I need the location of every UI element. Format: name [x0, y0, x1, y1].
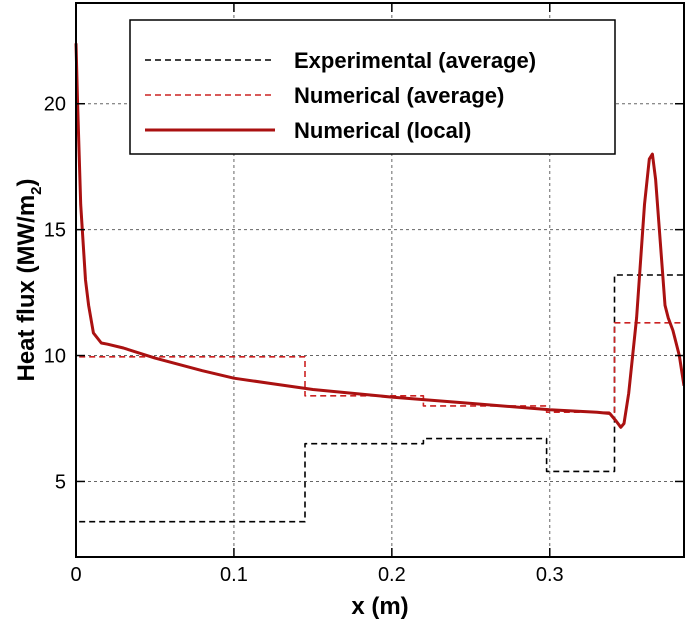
y-axis-title-main: Heat flux (MW/m: [13, 195, 40, 382]
y-tick-label: 5: [55, 471, 66, 493]
y-axis-title-subscript: 2: [28, 186, 45, 194]
legend-label: Experimental (average): [294, 48, 536, 73]
legend-box: [129, 19, 616, 155]
legend: Experimental (average) Numerical (average…: [129, 19, 616, 155]
x-tick-label: 0.2: [378, 564, 406, 586]
x-tick-label: 0.1: [220, 564, 248, 586]
series-numerical-average: [79, 321, 684, 414]
legend-label: Numerical (average): [294, 83, 504, 108]
y-axis-title-close: ): [13, 178, 40, 186]
y-tick-label: 15: [44, 220, 66, 242]
y-axis-title: Heat flux (MW/m2): [13, 178, 45, 381]
legend-label: Numerical (local): [294, 118, 471, 143]
x-tick-label: 0.3: [536, 564, 564, 586]
y-tick-label: 10: [44, 346, 66, 368]
x-tick-label: 0: [70, 564, 81, 586]
series-numerical-local: [74, 43, 685, 429]
plot-series: [74, 43, 685, 523]
series-experimental-average: [79, 274, 684, 523]
plot-frame: [75, 2, 685, 558]
x-axis-title: x (m): [351, 593, 408, 620]
y-tick-label: 20: [44, 94, 66, 116]
axis-ticks: 0 0.1 0.2 0.3 5 10 15 20: [44, 3, 684, 586]
